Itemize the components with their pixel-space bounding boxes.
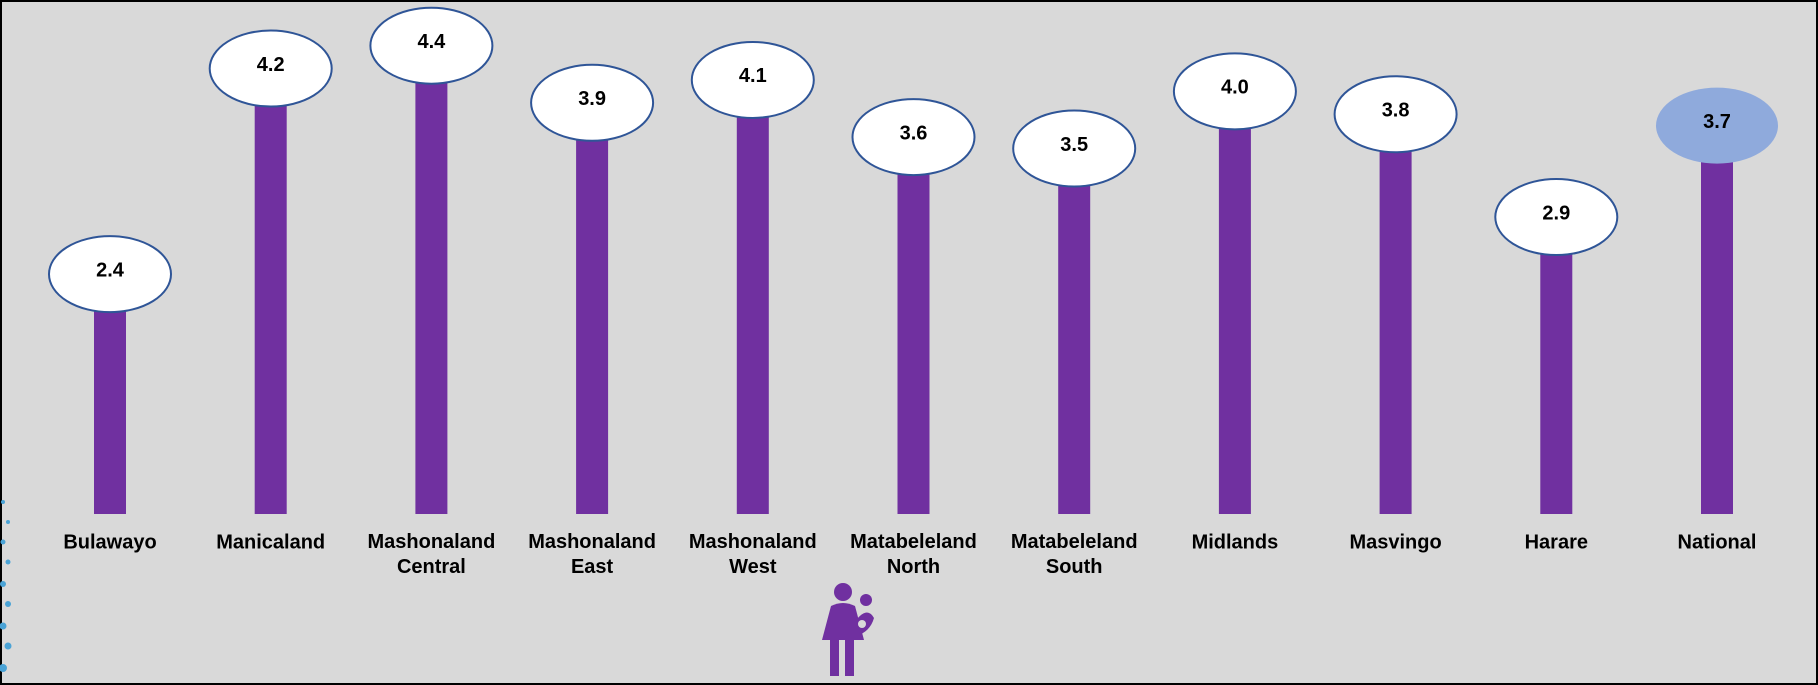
value-label: 3.9: [578, 88, 606, 110]
x-tick-label-line: Matabeleland: [1011, 531, 1138, 553]
decor-dots: [0, 500, 12, 672]
x-tick-label: Matabeleland South: [1011, 531, 1138, 578]
value-label: 4.4: [417, 31, 446, 53]
bar: [1058, 148, 1091, 514]
value-bubble: [48, 235, 172, 314]
x-tick-label: Masvingo: [1349, 531, 1441, 553]
value-label: 3.5: [1060, 134, 1088, 156]
bar: [1379, 114, 1412, 514]
value-bubble: [369, 6, 494, 85]
x-tick-label: Mashonaland West: [689, 531, 817, 578]
value-label: 4.1: [739, 65, 767, 87]
value-bubble: [1333, 75, 1458, 154]
x-tick-label: Mashonaland Central: [368, 531, 496, 578]
x-tick-label: Midlands: [1192, 531, 1279, 553]
x-tick-label-line: Central: [397, 556, 466, 578]
bar: [1540, 217, 1573, 514]
x-tick-label-line: Mashonaland: [368, 531, 496, 553]
x-tick-label-line: East: [571, 556, 614, 578]
bar: [897, 137, 930, 515]
value-label: 2.9: [1542, 202, 1570, 224]
value-bubble: [851, 98, 976, 177]
value-label: 3.7: [1703, 111, 1731, 133]
bar: [736, 79, 769, 514]
mother-child-icon: [822, 583, 874, 676]
x-tick-label: Bulawayo: [63, 531, 156, 553]
value-label: 4.2: [257, 54, 285, 76]
value-label: 2.4: [96, 259, 125, 281]
x-tick-label: Mashonaland East: [528, 531, 656, 578]
bar: [94, 274, 126, 514]
bar: [254, 68, 287, 515]
x-tick-label: National: [1678, 531, 1757, 553]
bar: [1218, 91, 1251, 514]
x-tick-label-line: Mashonaland: [689, 531, 817, 553]
x-tick-label-line: West: [729, 556, 777, 578]
value-label: 3.8: [1382, 100, 1410, 122]
value-bubble: [690, 40, 815, 119]
bar: [415, 45, 448, 514]
x-tick-label: Manicaland: [216, 531, 325, 553]
x-tick-label-line: Mashonaland: [528, 531, 656, 553]
value-bubble: [1012, 109, 1137, 188]
value-bubble: [208, 29, 333, 108]
value-bubble: [1494, 178, 1619, 257]
x-tick-label-line: North: [887, 556, 940, 578]
x-tick-label: Harare: [1525, 531, 1588, 553]
bar: [576, 102, 609, 515]
value-label: 3.6: [900, 122, 928, 144]
value-bubble: [1656, 87, 1778, 164]
value-label: 4.0: [1221, 77, 1249, 99]
x-tick-label: Matabeleland North: [850, 531, 977, 578]
bar: [1701, 125, 1733, 515]
x-tick-label-line: Matabeleland: [850, 531, 977, 553]
x-tick-label-line: South: [1046, 556, 1103, 578]
value-bubble: [530, 63, 655, 142]
value-bubble: [1172, 52, 1297, 131]
